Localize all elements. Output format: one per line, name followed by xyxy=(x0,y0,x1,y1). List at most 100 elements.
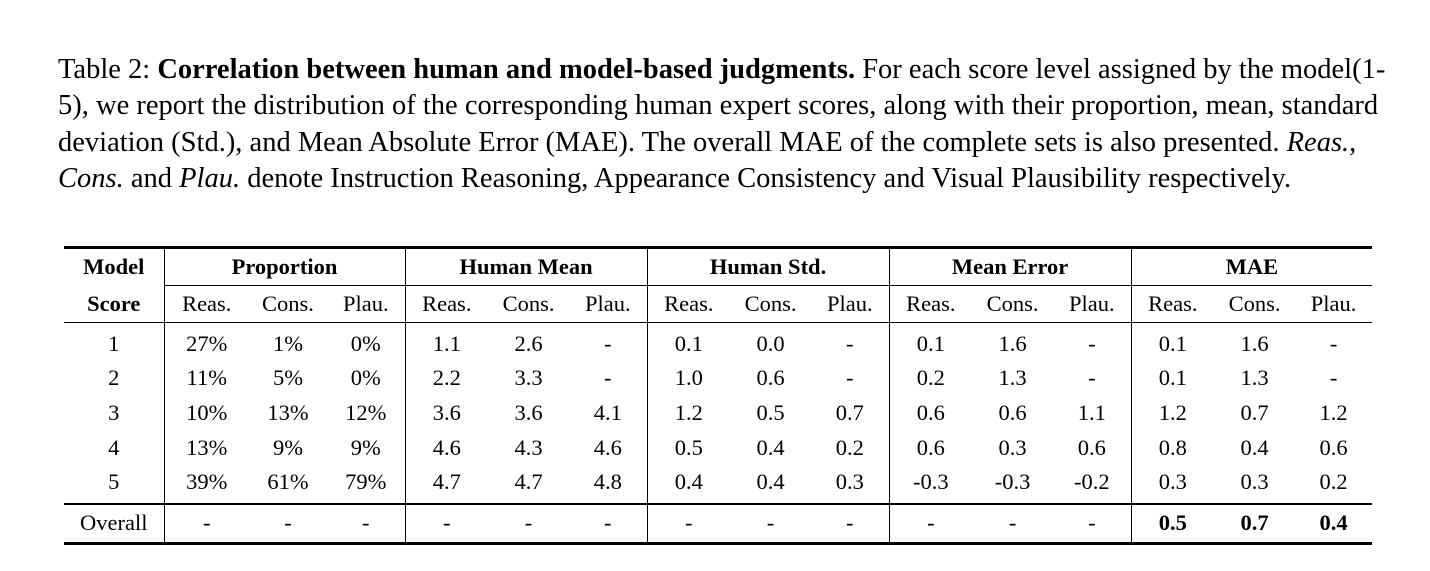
overall-label: Overall xyxy=(64,502,164,545)
table-cell: 4.8 xyxy=(593,469,622,495)
table-cell: 0.7 xyxy=(1240,399,1269,425)
subcol-header: Reas. xyxy=(888,285,973,323)
table-cell: 1.3 xyxy=(998,364,1027,390)
caption-reas: Reas. xyxy=(1286,126,1350,158)
subcol-header: Cons. xyxy=(972,285,1054,323)
table-cell: 1.6 xyxy=(1214,322,1296,360)
row-score: 4 xyxy=(108,435,120,461)
table-cell: 4.3 xyxy=(514,435,543,461)
table-cell: 3.6 xyxy=(404,395,489,431)
table-cell: - xyxy=(569,322,648,360)
group-header: MAE xyxy=(1130,246,1373,286)
table-cell: 0.6 xyxy=(998,399,1027,425)
table-cell: 0.8 xyxy=(1130,430,1215,466)
table-cell: 0.5 xyxy=(1130,502,1215,545)
table-cell: 0.4 xyxy=(1295,502,1373,545)
table-cell: - xyxy=(811,322,890,360)
table-cell: 0.5 xyxy=(756,399,785,425)
header-model: Model xyxy=(64,246,164,286)
table-cell: 1.6 xyxy=(972,322,1054,360)
table-cell: 0.3 xyxy=(998,435,1027,461)
row-score: 3 xyxy=(108,399,120,425)
table-cell: 10% xyxy=(163,395,249,431)
table-row: 1 27% 1% 0% 1.1 2.6-0.1 0.0-0.1 1.6-0.1 1.6- xyxy=(64,322,1373,360)
table-cell: 13% xyxy=(267,399,309,425)
caption-text-1: For each score level assigned by the mod… xyxy=(58,54,1386,158)
table-cell: - xyxy=(404,502,489,545)
table-cell: 0.4 xyxy=(1240,435,1269,461)
table-cell: 0.2 xyxy=(835,435,864,461)
table-cell: - xyxy=(249,502,327,545)
table-cell: 0.1 xyxy=(1130,360,1215,396)
group-header: Mean Error xyxy=(888,246,1132,286)
table-cell: -0.2 xyxy=(1074,469,1110,495)
caption-and: and xyxy=(130,163,173,195)
table-cell: -0.3 xyxy=(994,469,1031,495)
table-cell: 2.2 xyxy=(404,360,489,396)
subcol-header: Reas. xyxy=(163,285,249,323)
table-cell: 0.7 xyxy=(1214,502,1296,545)
row-score: 2 xyxy=(108,364,120,390)
table-cell: 39% xyxy=(163,465,249,504)
table-cell: 0% xyxy=(350,364,381,390)
subcol-header: Plau. xyxy=(1295,285,1373,323)
subcol-header: Plau. xyxy=(569,285,648,323)
overall-row: Overall - - - - - - - - - - - -0.5 0.7 0.4 xyxy=(64,502,1373,545)
table-cell: 0.7 xyxy=(835,399,864,425)
table-cell: 0.6 xyxy=(756,364,785,390)
table-caption: Table 2: Correlation between human and m… xyxy=(58,52,1388,198)
subcol-header: Reas. xyxy=(404,285,489,323)
table-cell: - xyxy=(811,502,890,545)
table-cell: 1.3 xyxy=(1240,364,1269,390)
table-cell: 4.1 xyxy=(593,399,622,425)
subcol-header: Plau. xyxy=(1053,285,1132,323)
table-cell: - xyxy=(1053,322,1132,360)
table-cell: 5% xyxy=(273,364,303,390)
table-row: 5 39% 61% 79% 4.7 4.7 4.8 0.4 0.4 0.3 -0.3 -0.3 -0.2… xyxy=(64,465,1372,504)
group-header: Human Std. xyxy=(646,246,890,286)
table-cell: 0.4 xyxy=(646,465,731,504)
table-cell: 0.4 xyxy=(756,469,785,495)
table-cell: - xyxy=(846,364,854,390)
caption-text-2: denote Instruction Reasoning, Appearance… xyxy=(247,163,1292,195)
table-cell: - xyxy=(888,502,973,545)
table-cell: 4.7 xyxy=(514,469,543,495)
caption-cons: Cons. xyxy=(58,163,124,195)
table-cell: 9% xyxy=(273,435,303,461)
table-cell: 0.2 xyxy=(888,360,973,396)
table-body: 1 27% 1% 0% 1.1 2.6-0.1 0.0-0.1 1.6-0.1 1.6- 2 11%… xyxy=(64,322,1373,545)
table-cell: 0.2 xyxy=(1319,469,1348,495)
table-cell: - xyxy=(163,502,249,545)
table-cell: 0% xyxy=(327,322,406,360)
table-cell: - xyxy=(646,502,731,545)
table-cell: 0.5 xyxy=(646,430,731,466)
subcol-header: Cons. xyxy=(488,285,570,323)
table-cell: 4.6 xyxy=(593,435,622,461)
caption-comma: , xyxy=(1349,126,1357,158)
table-cell: 0.1 xyxy=(888,322,973,360)
caption-title: Correlation between human and model-base… xyxy=(157,54,856,85)
table-cell: 1.2 xyxy=(1319,399,1348,425)
table-cell: 0.1 xyxy=(646,322,731,360)
table-cell: 0.6 xyxy=(888,395,973,431)
table-cell: 1.2 xyxy=(646,395,731,431)
table-cell: - xyxy=(604,364,612,390)
table-cell: 3.6 xyxy=(514,399,543,425)
table-row: 3 10% 13% 12% 3.6 3.6 4.1 1.2 0.5 0.7 0.6 0.6 1.1 1.2… xyxy=(64,395,1372,431)
table-cell: 11% xyxy=(163,360,249,396)
table-cell: 0.6 xyxy=(888,430,973,466)
table-cell: - xyxy=(1329,364,1338,390)
subcol-header: Plau. xyxy=(811,285,890,323)
caption-label: Table 2: xyxy=(58,54,151,85)
table-cell: 12% xyxy=(345,399,387,425)
table-cell: 13% xyxy=(163,430,249,466)
table-cell: - xyxy=(569,502,648,545)
table-cell: 4.7 xyxy=(404,465,489,504)
results-table: Model Proportion Human Mean Human Std. M… xyxy=(64,246,1373,545)
table-cell: - xyxy=(1088,364,1096,390)
table-cell: - xyxy=(1295,322,1373,360)
table-cell: 61% xyxy=(267,469,309,495)
table-cell: -0.3 xyxy=(888,465,973,504)
subcol-header: Reas. xyxy=(646,285,731,323)
table-cell: 0.0 xyxy=(730,322,812,360)
